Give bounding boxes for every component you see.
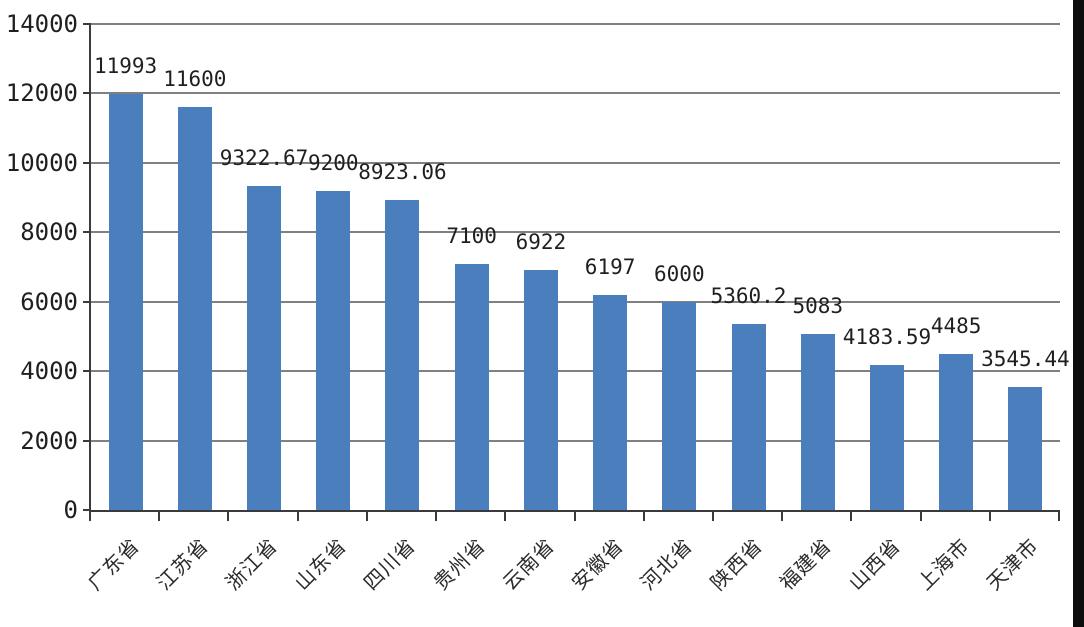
y-axis-tick (83, 300, 91, 303)
y-axis-tick (83, 92, 91, 95)
bar (108, 93, 143, 510)
bar (523, 269, 558, 510)
y-axis-tick (83, 439, 91, 442)
value-label: 4485 (930, 314, 982, 339)
bar (869, 364, 904, 510)
value-label: 6000 (654, 261, 705, 286)
x-axis-tick (89, 510, 91, 521)
category-label: 河北省 (636, 533, 698, 595)
value-label: 7100 (446, 223, 497, 248)
value-label: 9322.67 (219, 146, 309, 171)
bar (1008, 386, 1043, 510)
gridline (91, 161, 1060, 164)
category-label: 浙江省 (220, 533, 283, 595)
x-axis-tick (850, 510, 853, 521)
bar (247, 186, 282, 510)
value-label: 3545.44 (981, 346, 1070, 371)
x-axis-tick (919, 510, 922, 521)
value-label: 11993 (93, 53, 158, 78)
y-tick-label: 8000 (20, 218, 78, 247)
y-axis-tick (83, 161, 91, 164)
screen-edge-artifact (1073, 0, 1084, 627)
x-axis-tick (988, 510, 991, 521)
gridline (91, 231, 1060, 234)
category-label: 四川省 (359, 533, 421, 595)
gridline (91, 300, 1060, 303)
category-label: 贵州省 (428, 533, 490, 595)
gridline (91, 23, 1060, 25)
y-tick-label: 2000 (20, 426, 78, 455)
y-tick-label: 14000 (5, 10, 78, 38)
category-label: 江苏省 (151, 533, 214, 595)
bar (731, 323, 766, 510)
y-tick-label: 10000 (5, 148, 78, 177)
bar (800, 333, 835, 510)
bar (662, 301, 697, 510)
y-axis-tick (83, 509, 91, 511)
y-tick-label: 6000 (20, 287, 78, 316)
gridline (91, 370, 1060, 373)
x-axis-tick (642, 510, 645, 521)
x-axis-tick (365, 510, 368, 521)
x-axis-tick (296, 510, 299, 521)
value-label: 9200 (307, 150, 359, 175)
category-label: 天津市 (982, 533, 1044, 595)
y-axis-line (89, 24, 91, 521)
y-axis-tick (83, 370, 91, 373)
value-label: 6922 (515, 229, 567, 254)
y-tick-label: 0 (63, 496, 78, 524)
bar (385, 200, 420, 510)
y-tick-label: 12000 (5, 79, 78, 108)
gridline (91, 439, 1060, 442)
x-axis-tick (435, 510, 438, 521)
x-axis-tick (504, 510, 507, 521)
value-label: 5360.2 (710, 283, 787, 308)
category-label: 安徽省 (566, 533, 629, 595)
y-axis-tick (83, 231, 91, 234)
y-axis-tick (83, 23, 91, 25)
gridline (91, 92, 1060, 95)
category-label: 广东省 (82, 533, 144, 595)
bar (454, 263, 489, 510)
x-axis-tick (781, 510, 784, 521)
category-label: 上海市 (912, 533, 975, 595)
bar (593, 294, 628, 510)
value-label: 11600 (163, 67, 227, 92)
value-label: 8923.06 (358, 160, 447, 185)
bar (939, 354, 974, 510)
category-label: 云南省 (497, 533, 560, 595)
x-axis-tick (158, 510, 161, 521)
x-axis-tick (573, 510, 576, 521)
value-label: 5083 (792, 293, 844, 318)
category-label: 福建省 (774, 533, 837, 595)
x-axis-tick (711, 510, 714, 521)
value-label: 6197 (584, 254, 636, 279)
category-label: 山东省 (289, 533, 352, 595)
y-tick-label: 4000 (20, 357, 78, 386)
category-label: 陕西省 (705, 533, 767, 595)
bar (177, 107, 212, 510)
bar (316, 190, 351, 510)
x-axis-tick (227, 510, 230, 521)
x-axis-tick (1058, 510, 1060, 521)
value-label: 4183.59 (842, 324, 932, 349)
category-label: 山西省 (843, 533, 906, 595)
